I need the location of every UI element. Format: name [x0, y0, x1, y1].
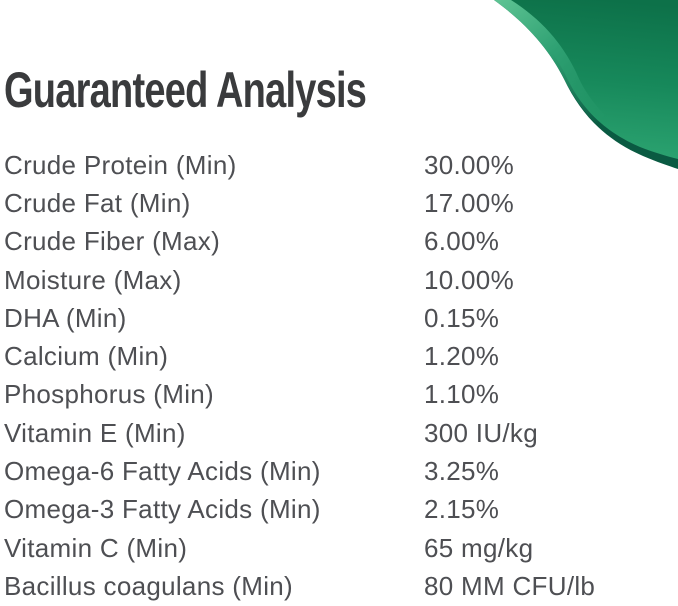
row-value: 1.10%	[424, 379, 500, 410]
row-label: Omega-3 Fatty Acids (Min)	[4, 494, 321, 525]
row-value: 300 IU/kg	[424, 417, 538, 448]
analysis-table: Crude Protein (Min) 30.00% Crude Fat (Mi…	[4, 146, 672, 606]
row-label: DHA (Min)	[4, 302, 127, 333]
table-row: Calcium (Min) 1.20%	[4, 337, 672, 375]
table-row: Omega-6 Fatty Acids (Min) 3.25%	[4, 452, 672, 490]
table-row: Vitamin E (Min) 300 IU/kg	[4, 414, 672, 452]
wave-dark-edge	[494, 0, 678, 169]
row-label: Vitamin C (Min)	[4, 532, 188, 563]
table-row: Crude Fiber (Max) 6.00%	[4, 223, 672, 261]
row-value: 1.20%	[424, 341, 500, 372]
page-title: Guaranteed Analysis	[4, 62, 367, 118]
row-label: Crude Protein (Min)	[4, 149, 237, 180]
row-label: Omega-6 Fatty Acids (Min)	[4, 456, 321, 487]
table-row: Bacillus coagulans (Min) 80 MM CFU/lb	[4, 567, 672, 605]
row-label: Moisture (Max)	[4, 264, 182, 295]
row-label: Crude Fat (Min)	[4, 187, 191, 218]
table-row: Vitamin C (Min) 65 mg/kg	[4, 529, 672, 567]
wave-body	[499, 0, 678, 159]
row-value: 17.00%	[424, 187, 514, 218]
table-row: Omega-3 Fatty Acids (Min) 2.15%	[4, 491, 672, 529]
row-label: Calcium (Min)	[4, 341, 169, 372]
row-label: Vitamin E (Min)	[4, 417, 186, 448]
row-value: 0.15%	[424, 302, 500, 333]
table-row: Crude Fat (Min) 17.00%	[4, 184, 672, 222]
row-label: Crude Fiber (Max)	[4, 226, 221, 257]
row-label: Bacillus coagulans (Min)	[4, 570, 293, 601]
table-row: DHA (Min) 0.15%	[4, 299, 672, 337]
row-value: 10.00%	[424, 264, 514, 295]
table-row: Crude Protein (Min) 30.00%	[4, 146, 672, 184]
row-value: 65 mg/kg	[424, 532, 534, 563]
row-value: 3.25%	[424, 456, 500, 487]
wave-highlight	[494, 0, 605, 124]
row-label: Phosphorus (Min)	[4, 379, 214, 410]
row-value: 80 MM CFU/lb	[424, 570, 596, 601]
table-row: Moisture (Max) 10.00%	[4, 261, 672, 299]
row-value: 2.15%	[424, 494, 500, 525]
table-row: Phosphorus (Min) 1.10%	[4, 376, 672, 414]
row-value: 30.00%	[424, 149, 514, 180]
row-value: 6.00%	[424, 226, 500, 257]
